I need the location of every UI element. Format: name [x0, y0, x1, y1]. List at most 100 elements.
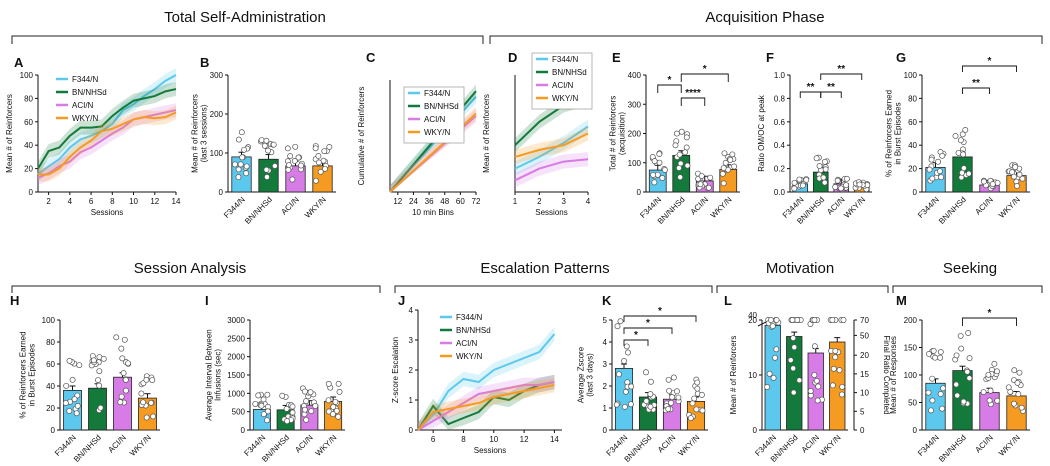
data-point	[957, 137, 964, 144]
significance-label: *	[988, 308, 992, 319]
data-point	[694, 379, 701, 386]
y-tick-label: 1	[409, 396, 414, 405]
data-point	[985, 371, 992, 378]
sem-band-F344/N	[418, 326, 555, 430]
data-point	[95, 377, 101, 383]
significance-label: **	[972, 78, 980, 89]
significance-bracket	[820, 73, 863, 80]
data-point	[66, 357, 73, 364]
x-tick-label: 48	[440, 197, 449, 206]
x-tick-label: 6	[431, 435, 436, 444]
y-axis-label: Z-score Escalation	[391, 337, 400, 403]
data-point	[264, 391, 271, 398]
x-tick-label: BN/NHSd	[937, 195, 968, 226]
data-point	[252, 400, 259, 407]
x-tick-label: BN/NHSd	[72, 433, 103, 464]
significance-bracket	[623, 339, 649, 346]
data-point	[796, 176, 803, 183]
legend-label: ACI/N	[72, 101, 94, 110]
data-point	[684, 162, 691, 169]
data-point	[62, 400, 69, 406]
data-point	[820, 174, 827, 181]
significance-bracket	[680, 97, 706, 106]
data-point	[121, 336, 128, 343]
data-point	[260, 396, 267, 403]
data-point	[673, 388, 680, 395]
data-point	[119, 355, 126, 362]
data-point	[235, 136, 242, 143]
y-tick-label: 60	[46, 360, 55, 369]
series-line-WKY/N	[417, 384, 555, 431]
data-point	[698, 173, 705, 179]
data-point	[239, 154, 246, 161]
data-point	[260, 411, 267, 418]
data-point	[312, 145, 319, 152]
data-point	[821, 179, 828, 186]
data-point	[683, 134, 690, 141]
data-point	[813, 155, 820, 162]
y-tick-label: 100	[42, 316, 56, 325]
x-tick-label: 24	[409, 197, 418, 206]
y-tick-label: 60	[24, 118, 33, 127]
series-line-F344/N	[514, 125, 589, 170]
x-tick-label: WKY/N	[303, 195, 328, 220]
data-point	[264, 408, 271, 415]
panel-label: M	[896, 293, 907, 308]
section-escalation-patterns: Escalation Patterns	[480, 260, 609, 277]
data-point	[952, 133, 959, 139]
data-point	[241, 146, 247, 153]
data-point	[959, 131, 966, 138]
significance-bracket	[962, 65, 1017, 72]
data-point	[676, 151, 683, 158]
y-tick-label: 0	[637, 188, 642, 197]
y-tick-label: 40	[24, 141, 33, 150]
x-tick-label: ACI/N	[279, 195, 301, 217]
data-point	[791, 344, 798, 351]
data-point	[647, 378, 654, 385]
axis-break	[757, 321, 767, 327]
series-line-WKY/N	[514, 132, 589, 158]
data-point	[772, 354, 779, 361]
y-axis-label: Total # of Reinforcers	[609, 96, 618, 172]
panel-label: H	[10, 293, 19, 308]
data-point	[315, 153, 322, 159]
bracket-seeking	[892, 285, 1043, 293]
y-tick-label: 50	[908, 399, 917, 408]
data-point	[838, 185, 844, 192]
data-point	[279, 392, 286, 399]
section-session-analysis: Session Analysis	[134, 260, 247, 277]
y-tick-label: 2500	[227, 334, 245, 343]
data-point	[125, 360, 131, 367]
data-point	[614, 323, 621, 330]
data-point	[676, 165, 682, 171]
x-tick-label: 10	[489, 435, 498, 444]
panel-label: B	[200, 55, 209, 70]
bracket-escalation	[394, 285, 713, 293]
x-tick-label: WKY/N	[818, 433, 843, 458]
data-point	[138, 390, 145, 397]
sem-band-ACI/N	[38, 103, 176, 185]
x-tick-label: WKY/N	[676, 433, 701, 458]
data-point	[989, 181, 996, 188]
right-y-tick-label: 15	[860, 370, 869, 379]
data-point	[100, 355, 107, 362]
data-point	[336, 388, 343, 395]
series-line-WKY/N	[38, 111, 177, 176]
data-point	[764, 384, 771, 390]
data-point	[258, 137, 265, 144]
data-point	[699, 407, 706, 414]
data-point	[117, 399, 124, 406]
data-point	[937, 391, 944, 397]
x-tick-label: 8	[461, 435, 466, 444]
data-point	[675, 394, 682, 401]
data-point	[719, 170, 726, 177]
x-tick-label: F344/N	[916, 433, 941, 458]
x-tick-label: 14	[172, 197, 181, 206]
data-point	[770, 374, 777, 381]
data-point	[69, 376, 76, 383]
y-tick-label: 1000	[227, 389, 245, 398]
legend-label: ACI/N	[424, 115, 446, 124]
data-point	[722, 159, 729, 166]
